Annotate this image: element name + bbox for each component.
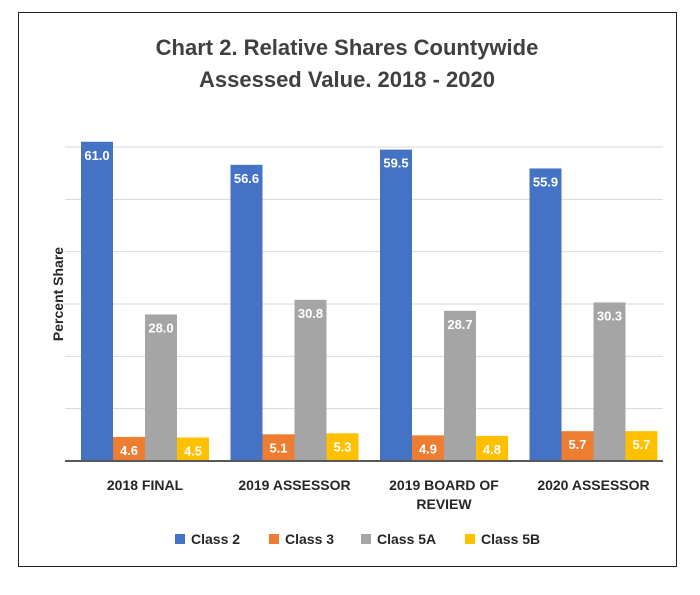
data-label: 5.1 [269, 440, 287, 455]
data-label: 56.6 [234, 171, 259, 186]
data-label: 61.0 [84, 148, 109, 163]
bar-class-2 [230, 164, 263, 461]
legend-label: Class 5B [481, 531, 540, 547]
bar-class-3 [412, 435, 444, 461]
x-tick-label: REVIEW [416, 496, 472, 512]
legend: Class 2 Class 3 Class 5A Class 5B [175, 531, 540, 547]
bar-class-5a [145, 314, 177, 461]
bar-class-3 [561, 431, 594, 461]
legend-item: Class 5B [465, 531, 540, 547]
data-label: 30.8 [298, 306, 323, 321]
bar-class-5b [177, 437, 209, 461]
chart-title-line-2: Assessed Value. 2018 - 2020 [199, 67, 495, 92]
data-label: 28.7 [447, 317, 472, 332]
bar-class-2 [529, 168, 562, 461]
data-label: 4.6 [120, 443, 138, 458]
data-label: 4.8 [483, 442, 501, 457]
y-axis-label: Percent Share [50, 247, 66, 341]
data-label: 28.0 [148, 320, 173, 335]
x-tick-label: 2019 ASSESSOR [238, 477, 350, 493]
legend-swatch [361, 534, 371, 544]
legend-swatch [175, 534, 185, 544]
bar-class-3 [113, 436, 145, 461]
data-labels: 61.0 4.6 28.0 4.5 56.6 5.1 30.8 5.3 59.5 4.9 28.7 4… [84, 148, 650, 459]
bar-class-5a [444, 310, 476, 461]
chart-title: Chart 2. Relative Shares Countywide Asse… [156, 35, 539, 92]
data-label: 30.3 [597, 308, 622, 323]
data-label: 4.5 [184, 443, 202, 458]
data-label: 5.7 [568, 437, 586, 452]
chart-canvas: Chart 2. Relative Shares Countywide Asse… [50, 35, 663, 547]
x-tick-label: 2019 BOARD OF [389, 477, 499, 493]
x-tick-labels: 2018 FINAL 2019 ASSESSOR 2019 BOARD OF REVI… [107, 477, 650, 512]
bar-class-5b [326, 433, 359, 461]
legend-swatch [269, 534, 279, 544]
legend-swatch [465, 534, 475, 544]
legend-label: Class 3 [285, 531, 334, 547]
bars [81, 141, 658, 461]
data-label: 5.3 [333, 439, 351, 454]
data-label: 5.7 [632, 437, 650, 452]
x-tick-label: 2020 ASSESSOR [537, 477, 649, 493]
data-label: 59.5 [383, 156, 408, 171]
bar-class-5a [593, 302, 626, 461]
bar-class-2 [81, 141, 113, 461]
legend-item: Class 5A [361, 531, 436, 547]
legend-item: Class 2 [175, 531, 240, 547]
bar-class-3 [262, 434, 295, 461]
bar-class-5b [625, 431, 658, 461]
chart-title-line-1: Chart 2. Relative Shares Countywide [156, 35, 539, 60]
legend-item: Class 3 [269, 531, 334, 547]
chart-frame: Chart 2. Relative Shares Countywide Asse… [18, 12, 677, 567]
legend-label: Class 5A [377, 531, 436, 547]
bar-class-5a [294, 299, 327, 461]
legend-label: Class 2 [191, 531, 240, 547]
bar-class-2 [380, 149, 412, 461]
x-tick-label: 2018 FINAL [107, 477, 184, 493]
data-label: 55.9 [533, 174, 558, 189]
bar-class-5b [476, 435, 508, 461]
data-label: 4.9 [419, 441, 437, 456]
